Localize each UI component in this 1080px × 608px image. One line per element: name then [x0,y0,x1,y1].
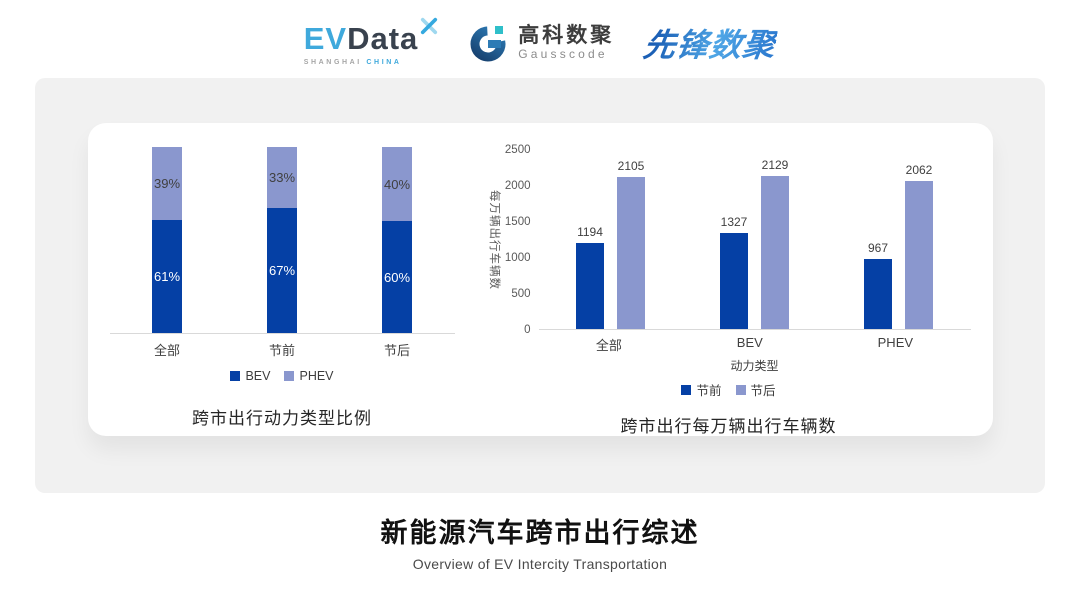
category-label: 节前 [268,343,295,358]
y-tick-label: 2000 [504,180,531,192]
evdata-wordmark: EV Data [303,17,439,57]
category-label: PHEV [877,335,914,350]
stacked-chart-categories: 全部 节前 节后 [110,340,455,359]
x-axis-title: 动力类型 [730,359,779,373]
bar-group-PHEV: 967 2062 [864,163,933,329]
bar-wrap-节前: 1327 [720,215,748,329]
bar-节前-PHEV [864,259,892,329]
bar-value-label: 2105 [617,159,645,174]
stacked-bar-全部: 39% 61% [152,147,182,333]
bar-segment-BEV: 67% [267,208,297,333]
y-tick-label: 500 [511,288,531,300]
footer: 新能源汽车跨市出行综述 Overview of EV Intercity Tra… [0,511,1080,572]
chart-card: 39% 61% 33% 67% 40% 60% 全部 节前 节后 BEV PHEV 跨市出行动力… [35,78,1045,493]
segment-value-label: 33% [268,170,296,186]
gausscode-cn-text: 高科数聚 [518,24,615,48]
evdata-logo: EV Data SHANGHAI CHINA [303,17,439,66]
gausscode-logo: 高科数聚 Gausscode [468,22,614,64]
bar-value-label: 1194 [577,225,603,240]
bar-segment-PHEV: 40% [382,147,412,222]
legend-item: PHEV [284,369,334,383]
bar-wrap-节前: 967 [864,241,892,329]
evdata-subtext: SHANGHAI CHINA [304,59,439,66]
evdata-ev-text: EV [303,20,348,56]
bar-value-label: 2129 [761,157,789,172]
grouped-chart: 每万辆出行车辆数 0 500 1000 1500 2000 2500 1194 2105 13… [487,144,971,436]
grouped-chart-categories: 全部 BEV PHEV [539,335,971,354]
bar-wrap-节后: 2129 [761,158,789,329]
y-tick-label: 1000 [504,252,531,264]
legend-marker [284,371,295,381]
grouped-chart-plot-row: 每万辆出行车辆数 0 500 1000 1500 2000 2500 1194 2105 13… [487,144,971,336]
bar-wrap-节前: 1194 [576,225,604,329]
grouped-chart-legend: 节前 节后 [487,380,971,399]
evdata-data-text: Data [347,20,419,56]
stacked-bar-节后: 40% 60% [382,147,412,333]
bar-节前-全部 [576,243,604,329]
y-axis-title: 每万辆出行车辆数 [487,190,500,290]
legend-marker [681,384,692,395]
y-tick-label: 0 [524,324,531,336]
bar-group-BEV: 1327 2129 [720,158,789,329]
segment-value-label: 61% [153,268,181,284]
legend-label: PHEV [299,369,334,383]
segment-value-label: 60% [383,269,411,285]
y-tick-label: 2500 [504,144,531,156]
stacked-chart-title: 跨市出行动力类型比例 [192,409,372,428]
legend-label: 节后 [750,384,776,398]
legend-item: BEV [230,369,270,383]
stacked-chart-plot: 39% 61% 33% 67% 40% 60% [109,147,455,334]
segment-value-label: 40% [383,176,411,192]
stacked-bar-节前: 33% 67% [267,147,297,333]
stacked-chart-legend: BEV PHEV [110,369,455,383]
page-subtitle: Overview of EV Intercity Transportation [412,556,668,572]
bar-value-label: 1327 [720,215,748,230]
logo-bar: EV Data SHANGHAI CHINA 高科数聚 Gausscode 先 [0,0,1080,78]
segment-value-label: 39% [153,175,181,191]
y-axis-ticks: 0 500 1000 1500 2000 2500 [503,144,539,336]
grouped-chart-title: 跨市出行每万辆出行车辆数 [620,417,837,436]
legend-marker [230,371,241,381]
bar-segment-BEV: 61% [152,219,182,333]
legend-item: 节后 [735,380,776,399]
gausscode-text: 高科数聚 Gausscode [518,25,614,61]
bar-节后-BEV [761,175,789,329]
bar-segment-PHEV: 39% [152,147,182,220]
y-tick-label: 1500 [504,216,531,228]
bar-wrap-节后: 2062 [905,163,933,329]
bar-节前-BEV [720,233,748,329]
legend-marker [735,384,746,395]
bar-group-全部: 1194 2105 [576,159,645,329]
bar-wrap-节后: 2105 [617,159,645,329]
gausscode-g-icon [470,26,506,62]
bar-value-label: 967 [867,241,889,256]
evdata-china-text: CHINA [366,58,402,66]
gausscode-en-text: Gausscode [518,47,608,62]
legend-label: 节前 [696,384,722,398]
evdata-shanghai-text: SHANGHAI [303,58,367,66]
bar-节后-全部 [617,177,645,329]
bar-节后-PHEV [905,180,933,329]
evdata-pinwheel-icon [421,17,438,34]
bar-segment-BEV: 60% [382,221,412,333]
bar-value-label: 2062 [905,162,933,177]
pioneer-logo-text: 先锋数聚 [641,20,779,66]
y-axis-title-wrap: 每万辆出行车辆数 [487,150,503,330]
category-label: 全部 [153,343,180,358]
chart-panel: 39% 61% 33% 67% 40% 60% 全部 节前 节后 BEV PHEV 跨市出行动力… [87,123,993,436]
legend-item: 节前 [681,380,722,399]
legend-label: BEV [245,369,271,383]
page-title: 新能源汽车跨市出行综述 [380,518,700,548]
stacked-chart: 39% 61% 33% 67% 40% 60% 全部 节前 节后 BEV PHEV 跨市出行动力… [109,147,455,436]
bar-segment-PHEV: 33% [267,147,297,209]
segment-value-label: 67% [268,263,296,279]
category-label: 全部 [595,338,622,353]
grouped-chart-plot: 1194 2105 1327 2129 967 2062 [538,150,971,330]
category-label: BEV [736,335,763,350]
category-label: 节后 [383,343,410,358]
